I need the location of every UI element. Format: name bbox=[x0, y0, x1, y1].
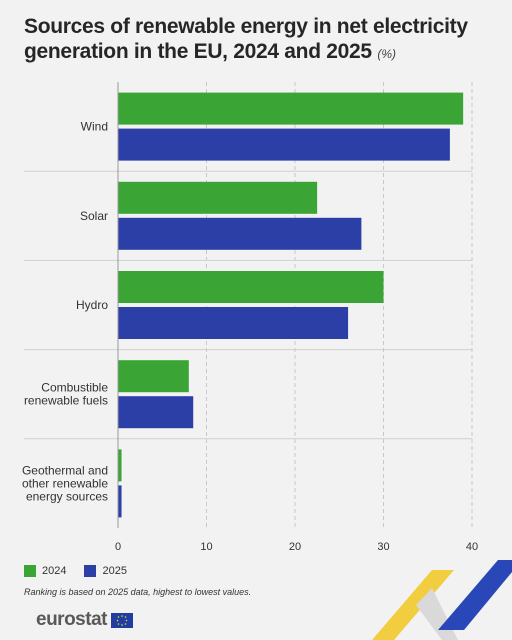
bar-2024-4 bbox=[118, 449, 122, 482]
bar-chart: Wind Solar Hydro Combustible renewable fuels… bbox=[22, 82, 478, 553]
bar-2024-0 bbox=[118, 92, 464, 125]
x-tick-label: 10 bbox=[200, 541, 212, 553]
legend-swatch-2025 bbox=[84, 565, 97, 577]
bar-2024-1 bbox=[118, 181, 318, 214]
x-tick-label: 40 bbox=[466, 541, 478, 553]
decorative-ribbon bbox=[372, 560, 512, 640]
legend-label-2025: 2025 bbox=[102, 565, 127, 577]
bar-2025-4 bbox=[118, 485, 122, 518]
legend-item-2024: 2024 bbox=[24, 565, 66, 577]
bar-2025-0 bbox=[118, 128, 450, 161]
chart-title-unit: (%) bbox=[377, 47, 397, 61]
x-tick-label: 20 bbox=[289, 541, 301, 553]
legend-item-2025: 2025 bbox=[84, 565, 127, 577]
logo-text: eurostat bbox=[36, 609, 107, 630]
chart-title: Sources of renewable energy in net elect… bbox=[24, 14, 494, 67]
legend-swatch-2024 bbox=[24, 565, 36, 577]
legend-label-2024: 2024 bbox=[42, 565, 67, 577]
bar-2024-2 bbox=[118, 271, 384, 303]
bar-2024-3 bbox=[118, 360, 189, 393]
category-label: Hydro bbox=[76, 298, 108, 312]
category-label: Solar bbox=[80, 209, 108, 223]
x-tick-label: 30 bbox=[377, 541, 389, 553]
footnote: Ranking is based on 2025 data, highest t… bbox=[24, 587, 252, 597]
bar-2025-2 bbox=[118, 307, 349, 339]
legend: 2024 2025 bbox=[24, 565, 127, 577]
bar-2025-1 bbox=[118, 217, 362, 250]
x-tick-label: 0 bbox=[115, 541, 121, 553]
eu-flag-icon bbox=[110, 612, 133, 628]
eurostat-logo[interactable]: eurostat bbox=[36, 609, 133, 631]
bar-2025-3 bbox=[118, 396, 194, 429]
chart-title-main: Sources of renewable energy in net elect… bbox=[24, 15, 468, 63]
category-label: Geothermal and other renewable energy sour… bbox=[22, 463, 108, 503]
category-label: Combustible renewable fuels bbox=[24, 381, 108, 408]
category-label: Wind bbox=[81, 120, 108, 134]
